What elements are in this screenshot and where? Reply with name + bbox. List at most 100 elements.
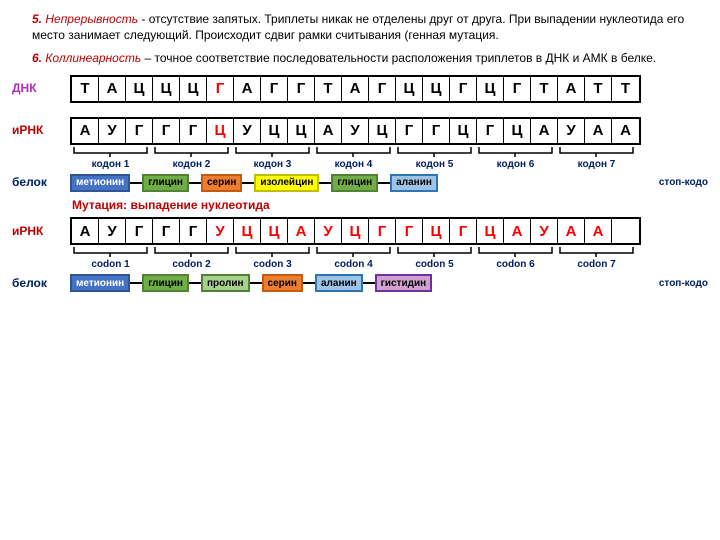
nucleotide-cell: Ц: [477, 77, 504, 101]
nucleotide-cell: Ц: [180, 77, 207, 101]
codon-bracket: codon 1: [70, 247, 151, 271]
peptide-bond: [189, 182, 201, 184]
para6-num: 6.: [32, 51, 42, 65]
nucleotide-cell: Ц: [477, 219, 504, 243]
amino-acid-his: гистидин: [375, 274, 432, 292]
nucleotide-cell: У: [234, 119, 261, 143]
nucleotide-cell: У: [207, 219, 234, 243]
nucleotide-cell: Ц: [288, 119, 315, 143]
codon-bracket: codon 3: [232, 247, 313, 271]
nucleotide-cell: Ц: [504, 119, 531, 143]
label-dnk: ДНК: [12, 81, 70, 97]
nucleotide-cell: А: [234, 77, 261, 101]
nucleotide-cell: А: [504, 219, 531, 243]
codon-label: codon 2: [151, 258, 232, 271]
nucleotide-cell: А: [72, 119, 99, 143]
codon-bracket: codon 6: [475, 247, 556, 271]
nucleotide-cell: Т: [315, 77, 342, 101]
amino-acid-gly: глицин: [142, 274, 189, 292]
codon-bracket: кодон 3: [232, 147, 313, 171]
codon-label: codon 4: [313, 258, 394, 271]
peptide-bond: [319, 182, 331, 184]
amino-acid-gly: глицин: [142, 174, 189, 192]
nucleotide-cell: Г: [369, 77, 396, 101]
codon-bracket: codon 2: [151, 247, 232, 271]
codon-label: codon 1: [70, 258, 151, 271]
nucleotide-cell: Г: [126, 219, 153, 243]
nucleotide-cell: Т: [612, 77, 639, 101]
nucleotide-cell: У: [99, 119, 126, 143]
paragraph-6: 6. Коллинеарность – точное соответствие …: [32, 51, 708, 67]
peptide-bond: [250, 282, 262, 284]
nucleotide-cell: Т: [585, 77, 612, 101]
codon-label: кодон 7: [556, 158, 637, 171]
nucleotide-cell: Ц: [126, 77, 153, 101]
para6-text: – точное соответствие последовательности…: [144, 51, 656, 65]
nucleotide-cell: Т: [72, 77, 99, 101]
nucleotide-cell: Г: [126, 119, 153, 143]
peptide-bond: [242, 182, 254, 184]
nucleotide-cell: [612, 219, 639, 243]
nucleotide-cell: А: [558, 219, 585, 243]
irna2-row: иРНК АУГГГУЦЦАУЦГГЦГЦАУАА: [12, 217, 708, 245]
para5-num: 5.: [32, 12, 42, 26]
label-irna1: иРНК: [12, 123, 70, 139]
amino-acid-ser: серин: [201, 174, 242, 192]
nucleotide-cell: А: [612, 119, 639, 143]
para5-term: Непрерывность: [45, 12, 138, 26]
nucleotide-cell: А: [531, 119, 558, 143]
nucleotide-cell: Ц: [423, 219, 450, 243]
nucleotide-cell: А: [72, 219, 99, 243]
codon-row-1: кодон 1кодон 2кодон 3кодон 4кодон 5 кодон…: [70, 147, 708, 171]
codon-label: кодон 4: [313, 158, 394, 171]
codon-bracket: codon 5: [394, 247, 475, 271]
nucleotide-cell: Г: [180, 119, 207, 143]
irna1-row: иРНК АУГГГЦУЦЦАУЦГГЦГЦАУАА: [12, 117, 708, 145]
protein-row-1: белок метионинглицинсеринизолейцинглицин…: [12, 174, 708, 192]
mutation-title: Мутация: выпадение нуклеотида: [72, 198, 708, 214]
amino-acid-pro: пролин: [201, 274, 250, 292]
peptide-bond: [130, 282, 142, 284]
codon-bracket: кодон 5: [394, 147, 475, 171]
nucleotide-cell: Ц: [423, 77, 450, 101]
dna-row: ДНК ТАЦЦЦГАГГТАГЦЦГЦГТАТТ: [12, 75, 708, 103]
nucleotide-cell: Ц: [450, 119, 477, 143]
nucleotide-cell: Г: [369, 219, 396, 243]
amino-acid-ile: изолейцин: [254, 174, 319, 192]
dna-sequence: ТАЦЦЦГАГГТАГЦЦГЦГТАТТ: [70, 75, 641, 103]
para6-term: Коллинеарность: [45, 51, 141, 65]
protein-row-2: белок метионинглицинпролинсериналанингис…: [12, 274, 708, 292]
nucleotide-cell: Ц: [153, 77, 180, 101]
peptide-bond: [130, 182, 142, 184]
amino-acid-ala: аланин: [390, 174, 438, 192]
codon-label: кодон 3: [232, 158, 313, 171]
nucleotide-cell: А: [558, 77, 585, 101]
codon-label: кодон 1: [70, 158, 151, 171]
codon-bracket: кодон 2: [151, 147, 232, 171]
codon-label: codon 6: [475, 258, 556, 271]
nucleotide-cell: Г: [153, 219, 180, 243]
codon-row-2: codon 1codon 2codon 3codon 4codon 5codon…: [70, 247, 708, 271]
nucleotide-cell: А: [99, 77, 126, 101]
nucleotide-cell: А: [585, 119, 612, 143]
amino-acid-met: метионин: [70, 274, 130, 292]
codon-bracket: codon 4: [313, 247, 394, 271]
nucleotide-cell: У: [531, 219, 558, 243]
codon-label: codon 7: [556, 258, 637, 271]
protein-chain-1: метионинглицинсеринизолейцинглициналанин: [70, 174, 438, 192]
peptide-bond: [378, 182, 390, 184]
nucleotide-cell: Ц: [369, 119, 396, 143]
nucleotide-cell: У: [315, 219, 342, 243]
nucleotide-cell: Г: [450, 77, 477, 101]
peptide-bond: [189, 282, 201, 284]
nucleotide-cell: А: [315, 119, 342, 143]
nucleotide-cell: Ц: [261, 219, 288, 243]
nucleotide-cell: У: [558, 119, 585, 143]
nucleotide-cell: Г: [207, 77, 234, 101]
nucleotide-cell: Г: [153, 119, 180, 143]
label-protein2: белок: [12, 276, 70, 292]
protein-chain-2: метионинглицинпролинсериналанингистидин: [70, 274, 432, 292]
nucleotide-cell: Г: [288, 77, 315, 101]
paragraph-5: 5. Непрерывность - отсутствие запятых. Т…: [32, 12, 708, 43]
nucleotide-cell: Ц: [234, 219, 261, 243]
